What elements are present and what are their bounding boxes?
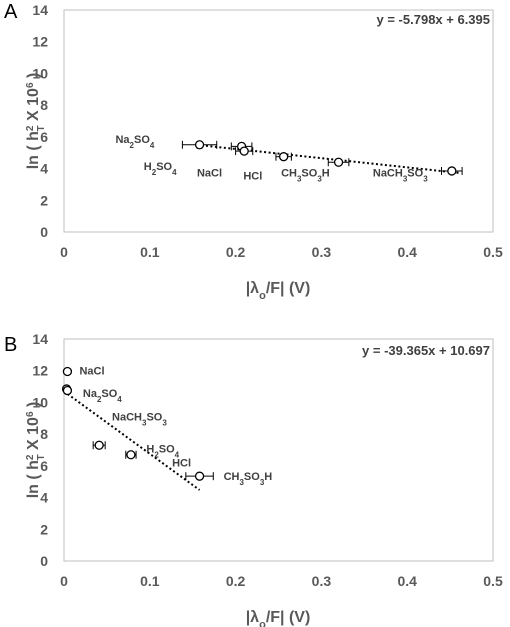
y-tick-label: 8 <box>40 97 48 113</box>
y-tick-label: 14 <box>32 331 48 347</box>
point-label: Na2SO4 <box>115 134 154 150</box>
plot-area <box>63 338 494 562</box>
point-label: NaCl <box>79 366 104 378</box>
data-point <box>94 440 104 450</box>
point-label: NaCl <box>197 168 222 180</box>
y-tick-label: 14 <box>32 2 48 18</box>
x-tick-label: 0 <box>60 244 68 260</box>
y-tick-label: 2 <box>40 192 48 208</box>
point-label: H2SO4 <box>144 161 177 177</box>
y-tick-label: 0 <box>40 553 48 569</box>
y-tick-label: 4 <box>40 161 48 177</box>
point-label: NaCH3SO3 <box>112 412 167 428</box>
x-axis-title: |λo/F| (V) <box>246 609 311 627</box>
point-label: HCl <box>172 458 191 470</box>
data-point <box>239 146 249 156</box>
y-tick-label: 4 <box>40 490 48 506</box>
y-tick-label: 0 <box>40 224 48 240</box>
y-tick-label: 10 <box>32 65 48 81</box>
data-point <box>194 471 205 481</box>
data-point <box>62 366 73 377</box>
data-point <box>278 152 289 162</box>
y-tick-label: 6 <box>40 129 48 145</box>
point-label: Na2SO4 <box>83 388 122 404</box>
x-tick-label: 0.4 <box>397 573 417 589</box>
x-tick-label: 0.2 <box>226 244 246 260</box>
x-tick-label: 0.4 <box>397 244 417 260</box>
y-tick-label: 6 <box>40 458 48 474</box>
data-point <box>194 140 205 150</box>
point-label: HCl <box>243 171 262 183</box>
x-tick-label: 0.1 <box>140 573 160 589</box>
y-tick-label: 2 <box>40 521 48 537</box>
x-tick-label: 0.2 <box>226 573 246 589</box>
panel-b: B 0 2 4 6 8 10 12 14 0 0.1 0.2 0.3 0.4 0.5 |λo/F| (V) ln… <box>4 331 503 627</box>
data-point <box>126 450 136 460</box>
panel-a: A 0 2 4 6 8 10 12 14 0 0.1 0.2 0.3 0.4 0.5 |λo/F| (V) ln… <box>4 1 503 302</box>
point-label: CH3SO3H <box>224 471 273 487</box>
x-tick-label: 0.3 <box>312 244 332 260</box>
x-axis-title: |λo/F| (V) <box>246 280 311 302</box>
y-axis-title: ln ( h2T X 106 ) <box>25 73 47 170</box>
y-tick-label: 12 <box>32 34 48 50</box>
trendline-equation: y = -5.798x + 6.395 <box>377 12 490 27</box>
point-label: NaCH3SO3 <box>373 168 428 184</box>
x-tick-label: 0.1 <box>140 244 160 260</box>
y-tick-label: 12 <box>32 363 48 379</box>
trendline <box>63 390 201 491</box>
panel-letter: B <box>4 334 17 356</box>
y-tick-label: 10 <box>32 394 48 410</box>
point-label: H2SO4 <box>146 443 179 459</box>
x-tick-label: 0 <box>60 573 68 589</box>
plot-area <box>63 9 494 233</box>
x-tick-label: 0.5 <box>483 244 503 260</box>
x-tick-label: 0.3 <box>312 573 332 589</box>
data-point <box>62 385 73 396</box>
y-axis-title: ln ( h2T X 106 ) <box>25 402 47 499</box>
y-tick-label: 8 <box>40 426 48 442</box>
point-label: CH3SO3H <box>281 168 330 184</box>
trendline-equation: y = -39.365x + 10.697 <box>362 343 490 358</box>
data-point <box>447 166 457 176</box>
panel-letter: A <box>4 1 18 23</box>
data-point <box>333 157 344 167</box>
x-tick-label: 0.5 <box>483 573 503 589</box>
